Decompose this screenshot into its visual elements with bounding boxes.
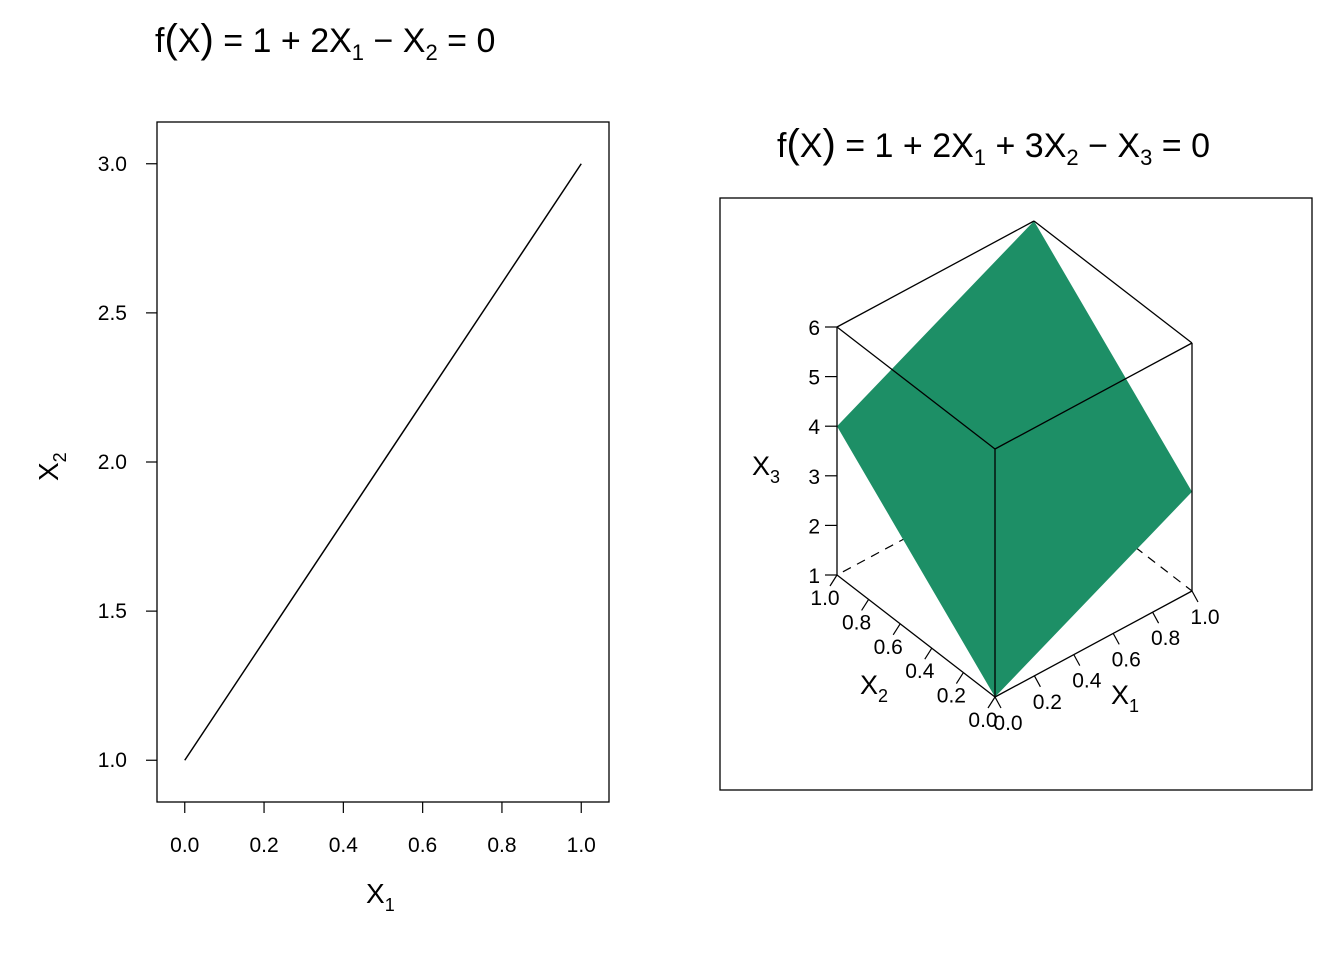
x-tick-mark [1033, 675, 1041, 688]
y-axis-left: 1.0 1.5 2.0 2.5 3.0 [98, 153, 157, 772]
y-tick-label: 1.0 [810, 587, 839, 610]
z-tick-label: 1 [808, 565, 820, 588]
z-tick-label: 2 [808, 515, 820, 538]
x-tick-mark [1112, 633, 1120, 645]
z-axis-label-right: X3 [752, 451, 780, 487]
x-axis-label-right: X1 [1111, 680, 1139, 716]
chart-title-left: f(X) = 1 + 2X1 − X2 = 0 [155, 17, 495, 65]
y-axis-label-right: X2 [860, 670, 888, 706]
x-tick-label: 0.8 [487, 834, 516, 857]
y-tick-label: 0.8 [842, 611, 871, 634]
z-tick-label: 6 [808, 317, 820, 340]
series-lines-left [184, 163, 582, 761]
x-tick-label: 0.8 [1151, 627, 1180, 650]
x-axis-left: 0.0 0.2 0.4 0.6 0.8 1.0 [170, 802, 596, 857]
z-axis-ticks: 1 2 3 4 5 6 [808, 317, 837, 588]
box-edge [836, 326, 996, 450]
surface-plane [837, 221, 1192, 697]
box-edge [994, 590, 1193, 698]
x-tick-label: 0.0 [170, 834, 199, 857]
y-tick-mark [861, 599, 870, 611]
x-axis-label-left: X1 [366, 878, 395, 915]
y-tick-mark [829, 574, 838, 587]
y-tick-label: 0.4 [905, 660, 935, 683]
y-tick-label: 0.2 [937, 685, 966, 708]
box-edge [836, 220, 1035, 328]
y-tick-label: 2.0 [98, 451, 127, 474]
y-tick-label: 0.6 [874, 636, 903, 659]
box-edge [836, 574, 996, 698]
panel-3d-surface: f(X) = 1 + 2X1 + 3X2 − X3 = 0 1 2 3 4 5 6 0.0… [719, 122, 1313, 791]
x-tick-label: 0.2 [249, 834, 278, 857]
series-line [184, 163, 582, 761]
chart-title-right: f(X) = 1 + 2X1 + 3X2 − X3 = 0 [777, 122, 1210, 170]
x-tick-mark [1191, 590, 1199, 603]
x-tick-mark [1152, 611, 1160, 624]
box-visible-edges [836, 220, 1193, 698]
x-tick-label: 0.0 [993, 712, 1022, 735]
x-axis-ticks: 0.0 0.2 0.4 0.6 0.8 1.0 [993, 590, 1220, 735]
x-tick-label: 0.6 [1112, 648, 1141, 671]
x-tick-mark [994, 696, 1002, 709]
y-tick-mark [955, 672, 964, 684]
y-axis-ticks: 0.00.20.40.60.81.0 [810, 574, 998, 732]
z-tick-label: 3 [808, 466, 820, 489]
plot-frame-right [719, 197, 1313, 791]
y-tick-label: 1.0 [98, 749, 127, 772]
y-tick-label: 1.5 [98, 600, 127, 623]
x-tick-label: 0.4 [329, 834, 359, 857]
x-tick-label: 0.4 [1072, 670, 1102, 693]
y-tick-mark [987, 696, 996, 709]
panel-line-chart: f(X) = 1 + 2X1 − X2 = 0 0.0 0.2 0.4 0.6 0.8 1… [33, 17, 610, 915]
x-tick-label: 1.0 [567, 834, 596, 857]
y-axis-label-left: X2 [33, 452, 70, 481]
y-tick-mark [892, 623, 901, 636]
y-tick-label: 3.0 [98, 153, 127, 176]
y-tick-label: 2.5 [98, 302, 127, 325]
x-tick-label: 0.2 [1033, 691, 1062, 714]
box-edge [1033, 220, 1193, 344]
x-tick-mark [1073, 654, 1081, 666]
y-tick-mark [924, 647, 933, 660]
box-edge [994, 342, 1193, 450]
z-tick-label: 5 [808, 367, 820, 390]
x-tick-label: 0.6 [408, 834, 437, 857]
z-tick-label: 4 [808, 416, 820, 439]
y-tick-label: 0.0 [968, 709, 997, 732]
x-tick-label: 1.0 [1190, 606, 1219, 629]
